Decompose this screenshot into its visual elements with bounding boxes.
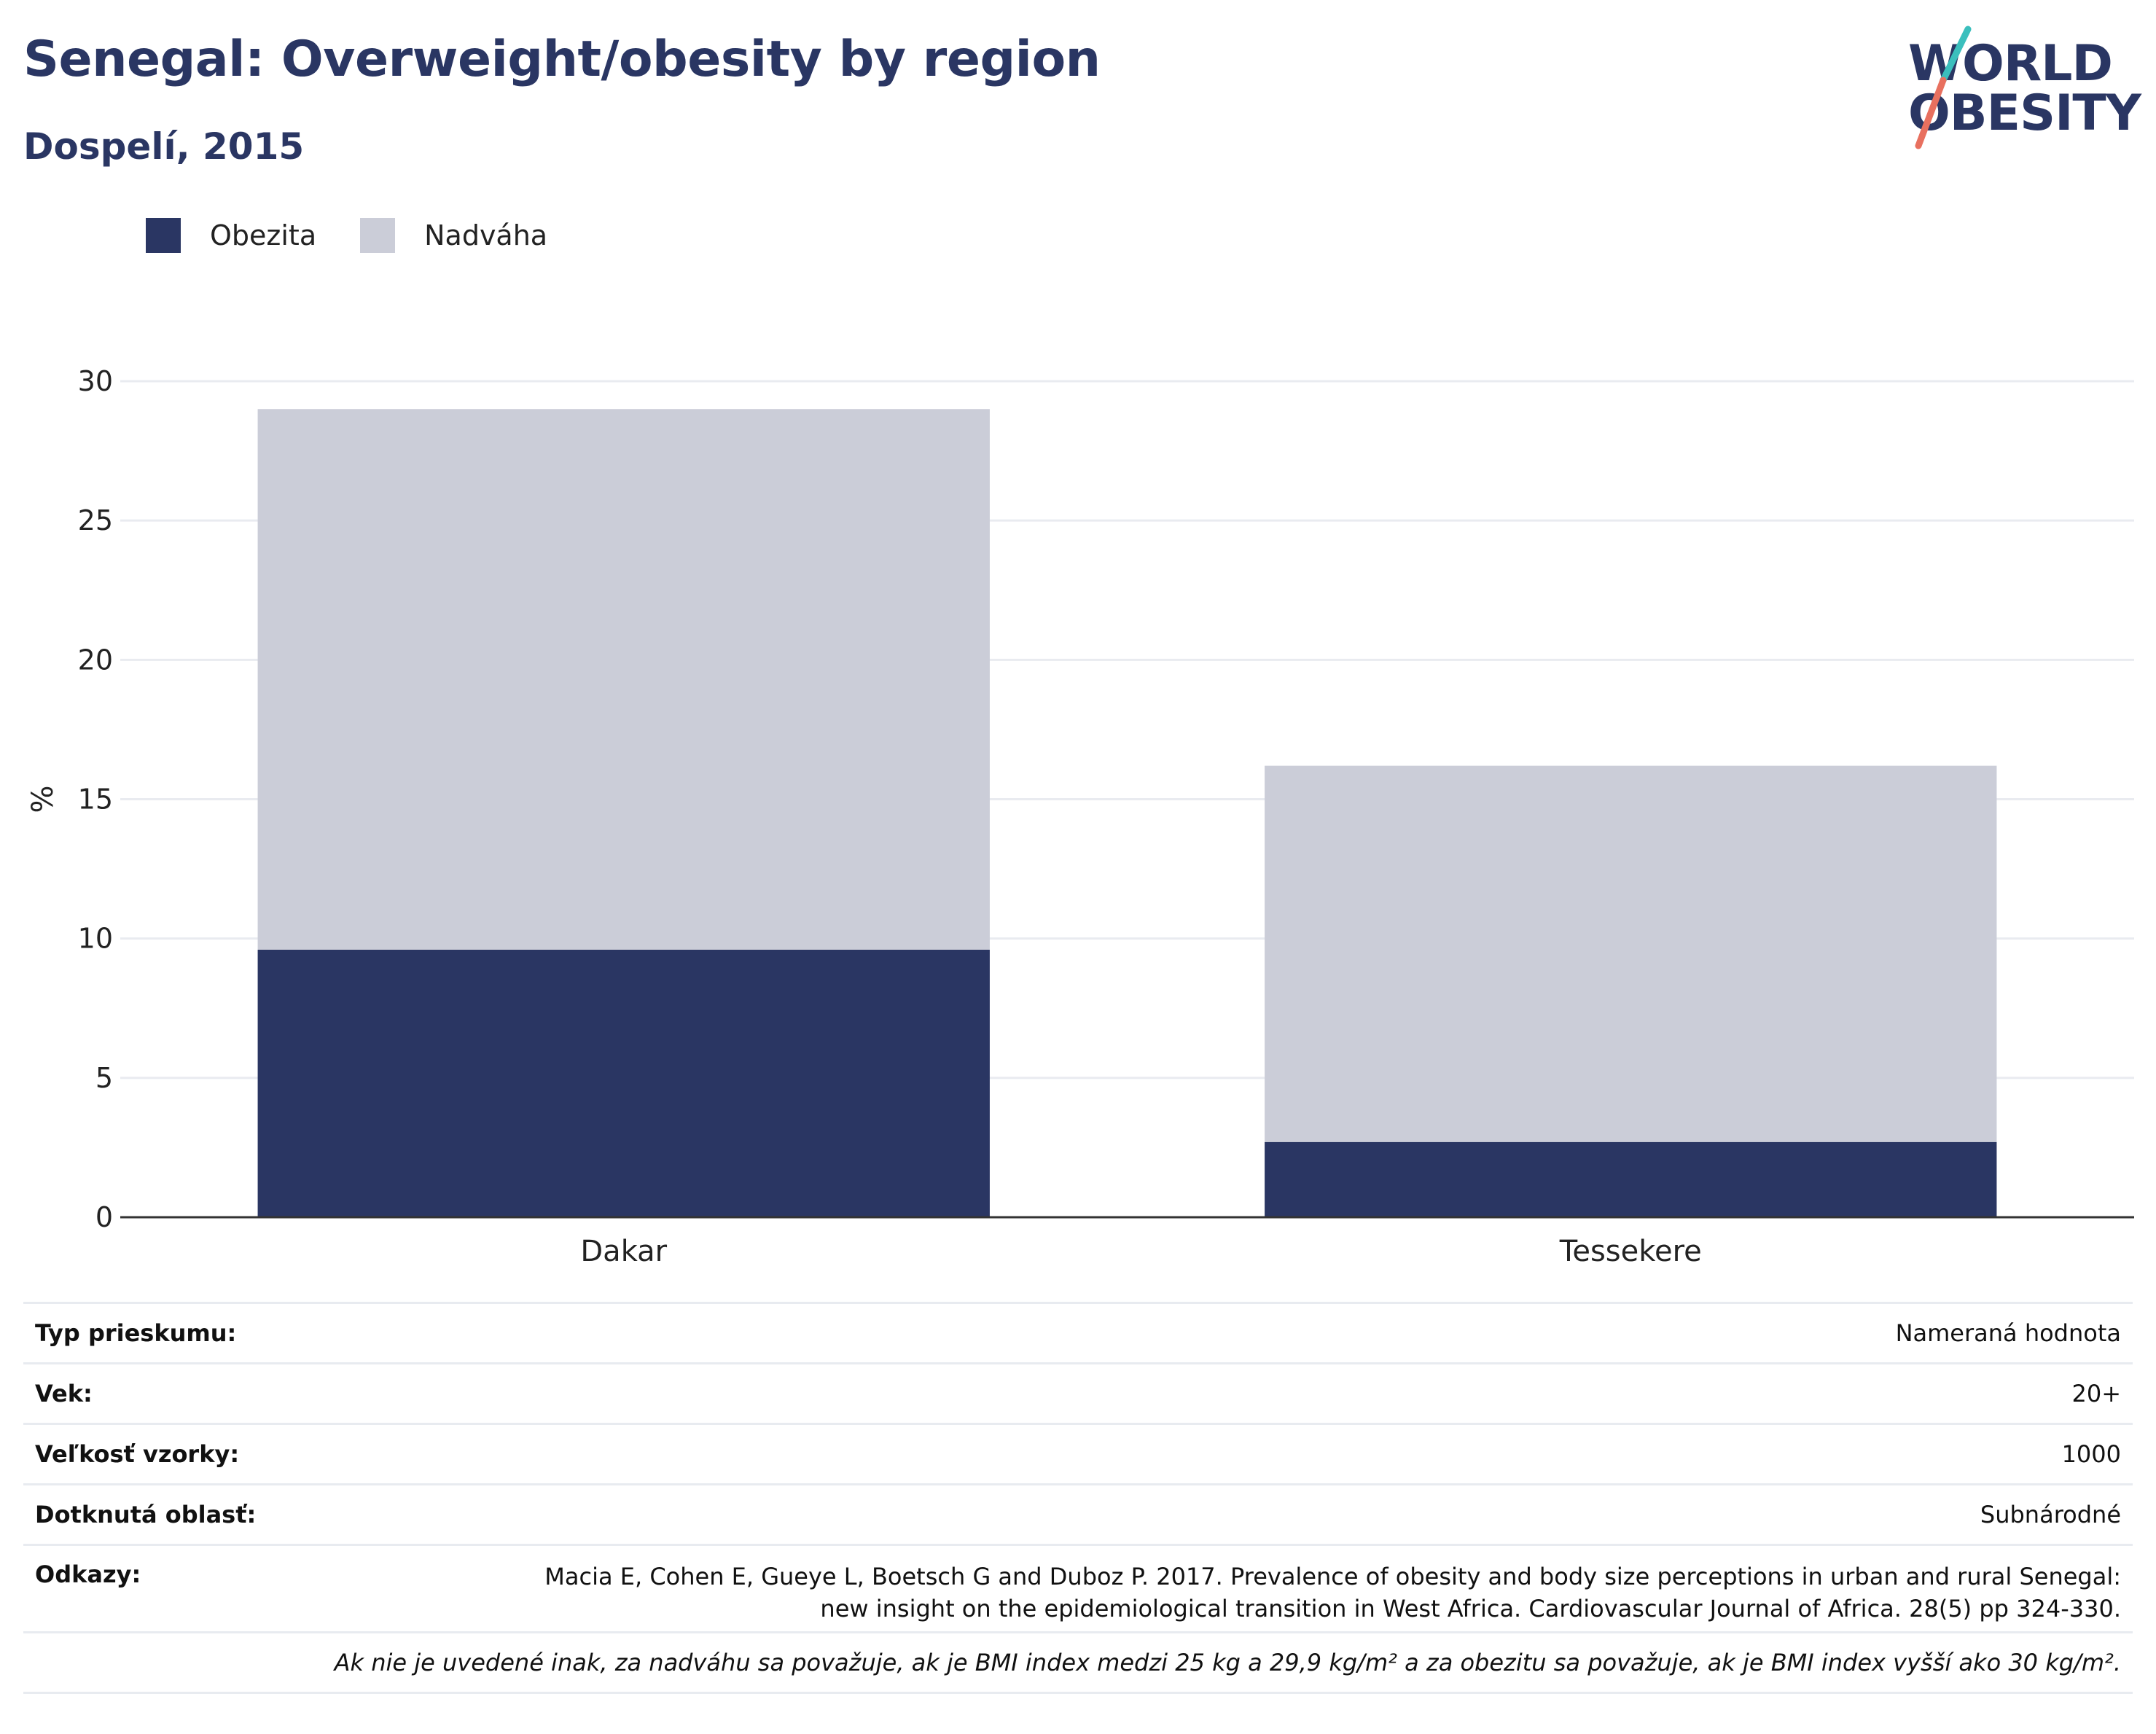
references-line-2: new insight on the epidemiological trans… — [820, 1595, 2121, 1622]
age-value: 20+ — [2071, 1380, 2121, 1407]
age-label: Vek: — [35, 1380, 93, 1407]
info-row-sample-size: Veľkosť vzorky: 1000 — [23, 1423, 2133, 1483]
y-tick-label: 0 — [95, 1201, 113, 1233]
legend-label-overweight: Nadváha — [424, 219, 548, 251]
bar-overweight-dakar — [257, 409, 990, 950]
info-row-age: Vek: 20+ — [23, 1362, 2133, 1423]
chart-subtitle: Dospelí, 2015 — [23, 125, 305, 168]
references-line-1: Macia E, Cohen E, Gueye L, Boetsch G and… — [544, 1563, 2121, 1590]
y-axis-label: % — [26, 785, 60, 813]
info-row-area: Dotknutá oblasť: Subnárodné — [23, 1483, 2133, 1544]
legend-item-obesity[interactable]: Obezita — [146, 218, 316, 253]
y-tick-label: 25 — [78, 504, 113, 536]
legend-item-overweight[interactable]: Nadváha — [360, 218, 547, 253]
bar-obesity-tessekere — [1265, 1141, 1997, 1217]
legend-label-obesity: Obezita — [210, 219, 317, 251]
y-tick-label: 20 — [78, 644, 113, 676]
legend-swatch-overweight — [360, 218, 396, 253]
bar-obesity-dakar — [257, 949, 990, 1217]
survey-type-value: Nameraná hodnota — [1895, 1319, 2121, 1347]
sample-size-label: Veľkosť vzorky: — [35, 1440, 240, 1468]
y-tick-label: 10 — [78, 923, 113, 955]
x-tick-label: Dakar — [580, 1235, 667, 1268]
y-tick-label: 30 — [78, 365, 113, 397]
references-value: Macia E, Cohen E, Gueye L, Boetsch G and… — [544, 1561, 2133, 1625]
sample-size-value: 1000 — [2061, 1440, 2121, 1468]
legend-swatch-obesity — [146, 218, 181, 253]
logo-line-2: OBESITY — [1908, 85, 2141, 142]
x-tick-label: Tessekere — [1559, 1235, 1702, 1268]
y-tick-label: 5 — [95, 1062, 113, 1094]
area-value: Subnárodné — [1980, 1501, 2121, 1528]
survey-type-label: Typ prieskumu: — [35, 1319, 237, 1347]
area-label: Dotknutá oblasť: — [35, 1501, 257, 1528]
world-obesity-logo: WORLD OBESITY — [1902, 22, 2143, 153]
logo-slash-icon — [1915, 26, 1972, 149]
y-tick-label: 15 — [78, 784, 113, 816]
bar-overweight-tessekere — [1265, 765, 1997, 1142]
chart-legend: Obezita Nadváha — [146, 217, 591, 254]
bar-chart: 0 5 10 15 20 25 30% Dakar Tessekere — [26, 365, 2134, 1268]
info-row-note: Ak nie je uvedené inak, za nadváhu sa po… — [23, 1631, 2133, 1694]
info-row-references: Odkazy: Macia E, Cohen E, Gueye L, Boets… — [23, 1544, 2133, 1631]
bmi-definition-note: Ak nie je uvedené inak, za nadváhu sa po… — [334, 1649, 2121, 1676]
survey-info-table: Typ prieskumu: Nameraná hodnota Vek: 20+… — [23, 1302, 2133, 1694]
chart-title: Senegal: Overweight/obesity by region — [23, 31, 1101, 88]
references-label: Odkazy: — [35, 1561, 141, 1588]
info-row-survey-type: Typ prieskumu: Nameraná hodnota — [23, 1302, 2133, 1362]
